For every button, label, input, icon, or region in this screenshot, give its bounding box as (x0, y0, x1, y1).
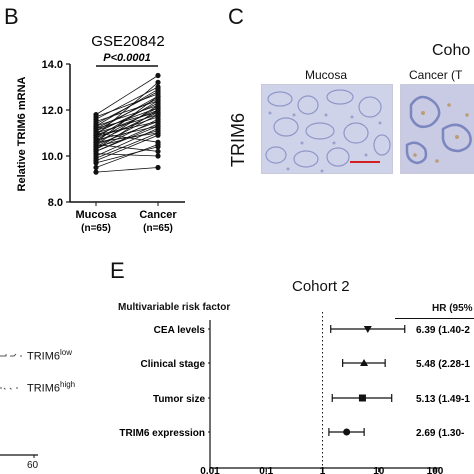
panel-c-col-cancer: Cancer (T (409, 68, 463, 82)
cancer-point (155, 79, 161, 85)
pair-line (95, 153, 159, 157)
forest-row-label: Clinical stage (141, 359, 206, 370)
panel-c-letter: C (228, 4, 244, 29)
cancer-point (155, 72, 161, 79)
km-label-high: TRIM6high (27, 380, 75, 395)
cancer-point (155, 93, 161, 99)
cancer-point (155, 139, 161, 145)
panel-c-col-mucosa: Mucosa (304, 68, 348, 82)
mucosa-point (93, 123, 99, 129)
pair-line (95, 93, 159, 118)
mucosa-point (93, 112, 99, 118)
y-tick-label: 8.0 (48, 197, 63, 209)
forest-x-tick-label: 100 (427, 466, 444, 474)
panel-e-letter: E (110, 258, 125, 283)
cancer-point (155, 109, 161, 115)
km-curve-high (0, 387, 20, 391)
cancer-point (155, 102, 161, 108)
ihc-image-cancer (400, 84, 474, 174)
km-label-high-sup: high (60, 380, 76, 389)
cancer-point (155, 148, 161, 154)
pair-line (95, 144, 159, 152)
panel-b-chart: GSE20842 P<0.0001 Relative TRIM6 mRNA 14… (16, 33, 185, 234)
km-label-high-text: TRIM6 (27, 382, 60, 395)
pair-line (95, 82, 159, 136)
pair-line (95, 109, 159, 150)
hr-marker-triangle-down (363, 326, 372, 333)
hr-marker-triangle-up (360, 359, 369, 366)
forest-x-tick-label: 0.1 (259, 466, 273, 474)
forest-x-tick-label: 0.01 (200, 466, 220, 474)
forest-row-label: Tumor size (153, 394, 205, 405)
pair-line (95, 111, 159, 129)
km-label-low-text: TRIM6 (27, 350, 60, 363)
pair-line (95, 102, 159, 134)
pair-line (95, 86, 159, 120)
y-tick-label: 12.0 (42, 105, 63, 117)
hr-marker-circle (343, 428, 351, 436)
forest-row-label: TRIM6 expression (119, 428, 205, 439)
cancer-point (155, 144, 161, 150)
hr-value: 2.69 (1.30- (416, 428, 464, 439)
pair-line (95, 167, 159, 173)
hr-value: 5.48 (2.28-1 (416, 359, 470, 370)
pair-line (95, 95, 159, 143)
group-label-mucosa: Mucosa (76, 209, 118, 221)
cancer-point (155, 164, 161, 171)
panel-e-header-left: Multivariable risk factor (118, 302, 231, 313)
forest-x-tick-label: 10 (373, 466, 385, 474)
cancer-point (155, 118, 161, 125)
cancer-point (155, 153, 161, 159)
panel-d-x-tick-label: 60 (27, 460, 39, 471)
panel-b-title: GSE20842 (91, 33, 164, 50)
pair-line (95, 75, 159, 115)
pair-line (95, 109, 159, 136)
panel-e-title: Cohort 2 (292, 278, 350, 295)
pair-line (95, 88, 159, 127)
mucosa-point (93, 132, 99, 138)
pair-line (95, 144, 159, 168)
cancer-point (155, 86, 161, 92)
p-value: P<0.0001 (103, 52, 150, 64)
ihc-mucosa-texture (262, 85, 392, 173)
hr-value: 5.13 (1.49-1 (416, 394, 470, 405)
ihc-cancer-texture (401, 85, 474, 173)
mucosa-point (93, 169, 99, 175)
mucosa-point (93, 139, 99, 145)
panel-b-letter: B (4, 4, 19, 29)
cancer-point (155, 98, 161, 104)
pair-line (95, 121, 159, 136)
forest-x-tick-label: 1 (320, 466, 326, 474)
pair-line (95, 125, 159, 141)
y-tick-label: 10.0 (42, 151, 63, 163)
y-axis-label: Relative TRIM6 mRNA (16, 76, 28, 191)
km-curve-low (0, 353, 22, 357)
panel-d-fragment (0, 353, 38, 458)
km-label-low-sup: low (60, 348, 73, 357)
pair-line (95, 105, 159, 127)
panel-c-cohort-title: Coho (432, 42, 471, 59)
hr-value: 6.39 (1.40-2 (416, 325, 470, 336)
forest-row-label: CEA levels (154, 325, 206, 336)
header-underline (395, 318, 474, 319)
mucosa-point (93, 164, 99, 171)
km-label-low: TRIM6low (27, 348, 72, 363)
group-n-mucosa: (n=65) (81, 223, 111, 234)
pair-line (95, 130, 159, 148)
hr-marker-square (358, 394, 366, 402)
panel-e-header-right: HR (95% (432, 303, 473, 314)
pair-line (95, 114, 159, 134)
cancer-point (155, 123, 161, 129)
group-n-cancer: (n=65) (143, 223, 173, 234)
cancer-point (155, 130, 161, 136)
group-label-cancer: Cancer (139, 209, 177, 221)
ihc-image-mucosa (261, 84, 393, 174)
y-tick-label: 14.0 (42, 59, 63, 71)
